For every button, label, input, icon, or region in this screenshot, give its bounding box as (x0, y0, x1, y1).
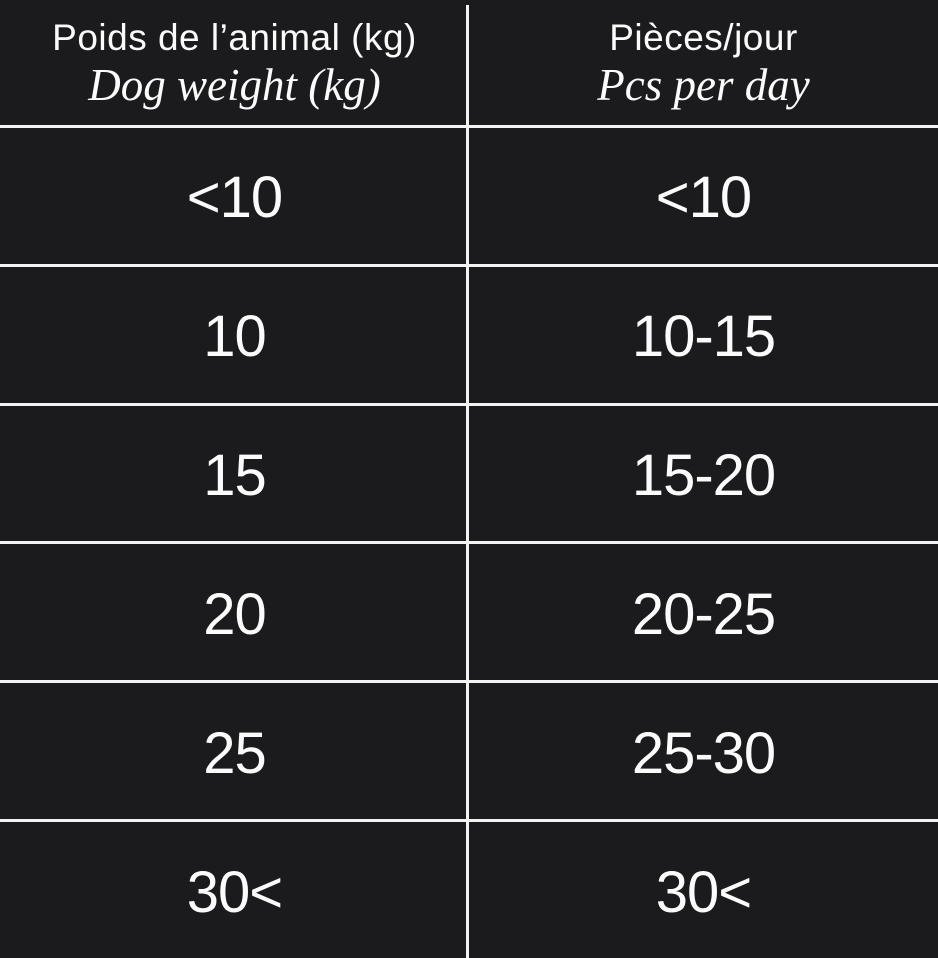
pcs-cell: 10-15 (631, 304, 776, 370)
table-row: 20 20-25 (0, 544, 938, 684)
table-row: 30< 30< (0, 822, 938, 958)
pcs-cell: 15-20 (631, 443, 776, 509)
pcs-cell: 30< (655, 859, 752, 925)
weight-cell: <10 (186, 165, 283, 231)
header-dog-weight-en: Dog weight (kg) (88, 60, 381, 110)
header-pcs-per-day: Pièces/jour Pcs per day (469, 0, 938, 125)
table-row: 10 10-15 (0, 267, 938, 406)
weight-cell: 15 (203, 443, 267, 509)
weight-cell: 20 (203, 581, 267, 647)
weight-cell: 25 (203, 720, 267, 786)
table-row: <10 <10 (0, 128, 938, 267)
pcs-cell: <10 (655, 165, 752, 231)
table-header-row: Poids de l’animal (kg) Dog weight (kg) P… (0, 0, 938, 128)
column-divider (466, 5, 469, 958)
pcs-cell: 20-25 (631, 581, 776, 647)
table-row: 15 15-20 (0, 406, 938, 545)
header-dog-weight: Poids de l’animal (kg) Dog weight (kg) (0, 0, 469, 125)
pcs-cell: 25-30 (631, 720, 776, 786)
weight-cell: 10 (203, 304, 267, 370)
header-dog-weight-fr: Poids de l’animal (kg) (52, 17, 417, 58)
weight-cell: 30< (186, 859, 283, 925)
table-row: 25 25-30 (0, 683, 938, 823)
header-pcs-per-day-en: Pcs per day (597, 60, 810, 110)
header-pcs-per-day-fr: Pièces/jour (609, 17, 798, 58)
